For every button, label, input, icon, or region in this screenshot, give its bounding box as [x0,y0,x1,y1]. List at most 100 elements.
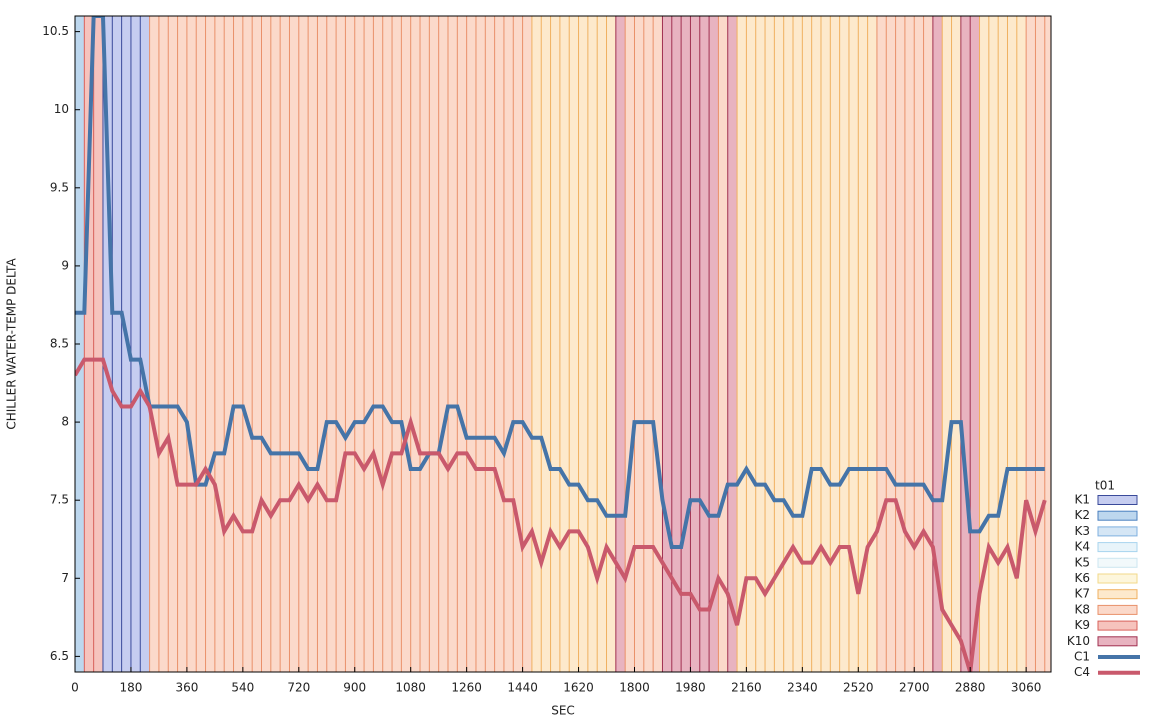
band-stripe [671,16,682,672]
legend-swatch [1097,510,1138,521]
band-stripe [392,16,402,672]
band-stripe [503,16,514,672]
legend-swatch [1097,573,1138,584]
band-stripe [457,16,467,672]
band-stripe [1044,16,1051,672]
band-stripe [158,16,169,672]
band-stripe [914,16,924,672]
band-stripe [597,16,607,672]
x-tick-label: 360 [175,681,198,695]
y-tick-label: 7 [61,571,69,585]
band-stripe [662,16,672,672]
band-stripe [653,16,663,672]
band-stripe [718,16,728,672]
band-stripe [848,16,859,672]
band-stripe [531,16,542,672]
band-stripe [606,16,616,672]
band-stripe [615,16,626,672]
y-axis-title: CHILLER WATER-TEMP DELTA [5,258,19,430]
legend-label: K7 [1074,587,1090,601]
band-stripe [93,16,103,672]
band-stripe [382,16,393,672]
band-stripe [233,16,243,672]
x-tick-label: 2520 [843,681,874,695]
band-stripe [727,16,738,672]
band-stripe [84,16,94,672]
band-stripe [149,16,159,672]
band-stripe [765,16,775,672]
x-tick-label: 2880 [955,681,986,695]
x-tick-label: 0 [71,681,79,695]
x-axis-title: SEC [551,704,575,718]
band-stripe [466,16,476,672]
band-stripe [587,16,598,672]
band-stripe [793,16,803,672]
y-tick-label: 10.5 [42,24,69,38]
legend-label: K2 [1074,508,1090,522]
y-tick-label: 9 [61,258,69,272]
band-stripe [970,16,980,672]
band-stripe [336,16,346,672]
x-tick-label: 720 [287,681,310,695]
legend-swatch [1097,604,1138,615]
band-stripe [373,16,383,672]
x-tick-label: 2340 [787,681,818,695]
x-tick-label: 900 [343,681,366,695]
band-stripe [429,16,439,672]
band-stripe [345,16,355,672]
y-tick-label: 8 [61,415,69,429]
band-stripe [886,16,896,672]
band-stripe [420,16,430,672]
band-stripe [746,16,756,672]
x-tick-label: 2700 [899,681,930,695]
band-stripe [494,16,504,672]
band-stripe [261,16,271,672]
y-tick-label: 9.5 [50,180,69,194]
band-stripe [410,16,421,672]
band-stripe [102,16,113,672]
legend-swatch [1097,557,1138,568]
band-stripe [811,16,821,672]
band-stripe [485,16,495,672]
x-tick-label: 540 [231,681,254,695]
legend-swatch [1097,636,1138,647]
band-stripe [1026,16,1036,672]
band-stripe [895,16,905,672]
y-tick-label: 8.5 [50,337,69,351]
x-tick-label: 1080 [395,681,426,695]
legend-label: K3 [1074,524,1090,538]
band-stripe [737,16,747,672]
x-tick-label: 180 [119,681,142,695]
y-tick-label: 7.5 [50,493,69,507]
band-stripe [559,16,570,672]
band-stripe [709,16,719,672]
band-stripe [196,16,206,672]
band-stripe [186,16,197,672]
band-stripe [783,16,794,672]
series-line [75,16,1045,550]
band-stripe [755,16,766,672]
legend-label: K6 [1074,571,1090,585]
band-stripe [988,16,999,672]
band-stripe [1016,16,1027,672]
legend-label: C1 [1074,650,1090,664]
legend-swatch [1097,620,1138,631]
band-stripe [830,16,840,672]
band-stripe [280,16,290,672]
band-stripe [168,16,178,672]
band-stripe [998,16,1008,672]
x-tick-label: 1800 [619,681,650,695]
band-stripe [625,16,635,672]
band-stripe [932,16,943,672]
band-stripe [513,16,523,672]
x-tick-label: 1980 [675,681,706,695]
band-stripe [681,16,691,672]
band-stripe [923,16,933,672]
band-stripe [130,16,141,672]
band-stripe [112,16,122,672]
band-stripe [578,16,588,672]
series-line [75,357,1047,672]
band-stripe [522,16,532,672]
band-stripe [326,16,337,672]
legend-swatch [1097,589,1138,600]
